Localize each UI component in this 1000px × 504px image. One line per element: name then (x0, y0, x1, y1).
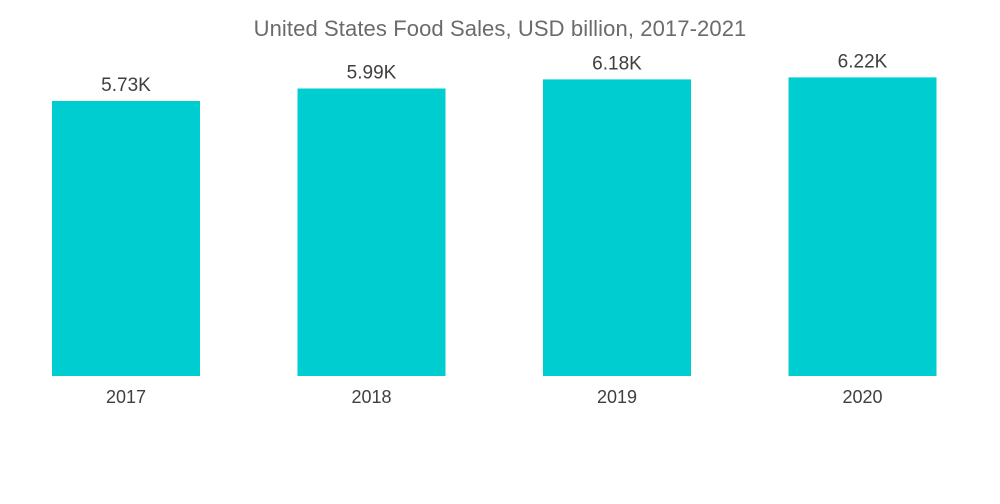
bar-2017 (52, 101, 200, 376)
data-label-2018: 5.99K (347, 63, 397, 84)
data-label-2017: 5.73K (101, 75, 151, 96)
bar-2018 (297, 88, 446, 376)
data-label-2019: 6.18K (592, 53, 642, 74)
x-tick-label-2019: 2019 (597, 387, 637, 407)
data-label-2020: 6.22K (838, 51, 888, 72)
bar-2020 (788, 77, 937, 377)
x-tick-label-2018: 2018 (351, 387, 391, 407)
chart-title: United States Food Sales, USD billion, 2… (253, 16, 747, 41)
bar-2019 (543, 79, 691, 377)
x-tick-label-2020: 2020 (842, 387, 882, 407)
x-tick-label-2017: 2017 (106, 387, 146, 407)
